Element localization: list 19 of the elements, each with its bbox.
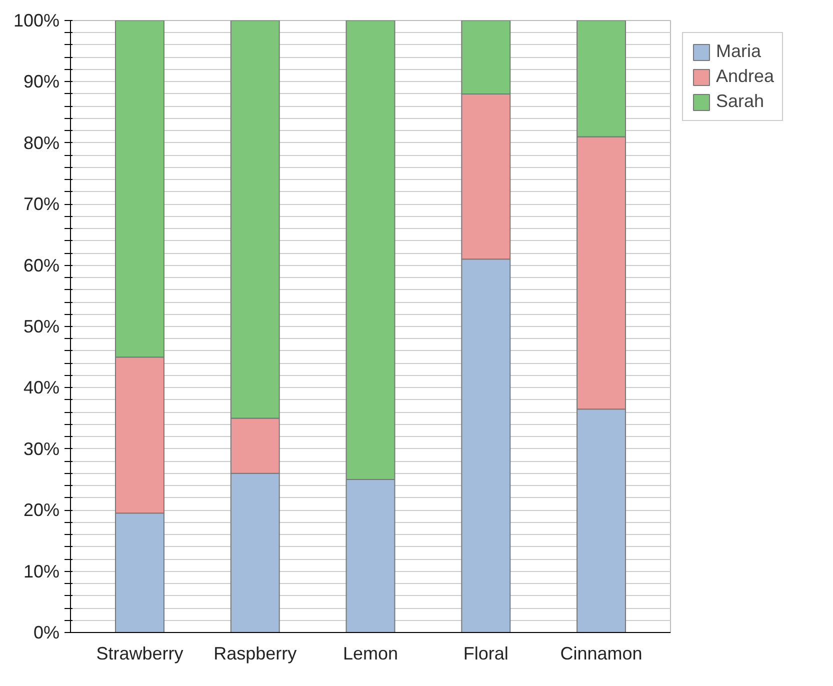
- x-tick-label: Lemon: [342, 644, 398, 664]
- x-tick-label: Cinnamon: [560, 644, 642, 664]
- y-tick-label: 90%: [23, 72, 60, 92]
- y-tick-label: 20%: [23, 500, 60, 520]
- x-tick-label: Raspberry: [214, 644, 297, 664]
- y-tick-label: 30%: [23, 438, 60, 459]
- x-tick-label: Strawberry: [96, 644, 184, 664]
- y-tick-label: 100%: [13, 10, 60, 30]
- y-tick-label: 0%: [33, 622, 60, 642]
- legend-label: Maria: [716, 41, 762, 62]
- y-tick-label: 60%: [23, 255, 60, 276]
- legend-label: Sarah: [716, 91, 764, 112]
- y-tick-label: 10%: [23, 561, 60, 582]
- y-tick-label: 50%: [23, 316, 60, 336]
- y-tick-label: 70%: [23, 194, 60, 214]
- legend-label: Andrea: [716, 66, 774, 87]
- x-tick-label: Floral: [463, 644, 508, 664]
- y-tick-label: 40%: [23, 378, 60, 398]
- y-tick-label: 80%: [23, 132, 60, 153]
